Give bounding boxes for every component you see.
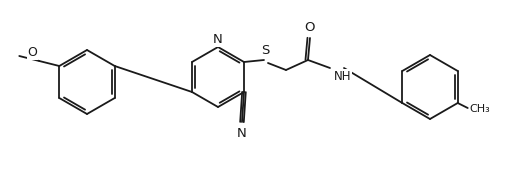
Text: NH: NH <box>334 70 351 83</box>
Text: O: O <box>27 46 37 59</box>
Text: O: O <box>305 21 315 34</box>
Text: S: S <box>261 44 269 57</box>
Text: CH₃: CH₃ <box>470 104 490 114</box>
Text: N: N <box>213 33 223 46</box>
Text: N: N <box>237 127 247 140</box>
